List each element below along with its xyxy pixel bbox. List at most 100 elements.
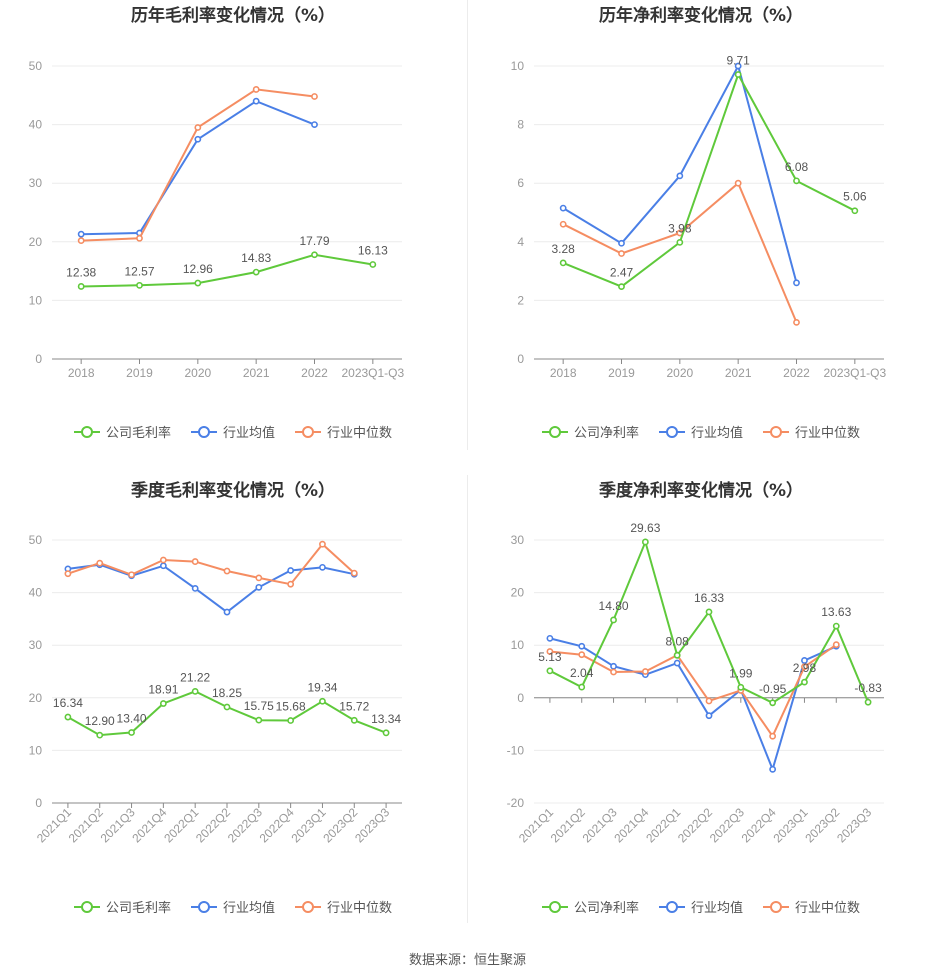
legend-marker — [549, 426, 561, 438]
legend-marker — [666, 426, 678, 438]
panel-divider — [467, 0, 468, 450]
data-point — [382, 729, 390, 737]
data-label: 12.57 — [124, 264, 154, 278]
data-label: 16.13 — [358, 243, 388, 257]
legend-item: 行业中位数 — [763, 425, 860, 440]
data-point — [255, 716, 263, 724]
legend-label: 行业中位数 — [327, 900, 392, 915]
data-point — [793, 279, 800, 287]
x-tick-label: 2023Q1-Q3 — [823, 366, 886, 380]
y-tick-label: 50 — [29, 59, 43, 73]
data-point — [618, 283, 625, 291]
series-line — [67, 563, 355, 614]
legend-marker — [666, 901, 678, 913]
legend-label: 公司净利率 — [574, 425, 639, 440]
annual-gross-margin-chart: 历年毛利率变化情况（%） 0 10 20 30 40 50 2018 2019 2020 2021 2… — [0, 0, 467, 475]
x-tick-label: 2020 — [666, 366, 693, 380]
data-point — [832, 641, 840, 649]
y-tick-label: 10 — [29, 743, 43, 757]
data-label: 6.08 — [785, 160, 809, 174]
legend-item: 公司净利率 — [542, 425, 639, 440]
data-point — [769, 765, 777, 773]
legend-marker — [770, 901, 782, 913]
data-point — [64, 570, 72, 578]
y-tick-label: 8 — [517, 118, 524, 132]
data-point — [252, 97, 260, 105]
y-tick-label: 20 — [29, 235, 43, 249]
legend-item: 公司毛利率 — [74, 900, 171, 915]
data-point — [705, 608, 713, 616]
x-tick-label: 2023Q1-Q3 — [341, 366, 404, 380]
data-point — [77, 237, 85, 245]
data-label: 13.63 — [821, 605, 851, 619]
y-tick-label: 20 — [511, 586, 525, 600]
y-tick-label: 30 — [511, 533, 525, 547]
data-label: 16.33 — [694, 591, 724, 605]
y-tick-label: 2 — [517, 293, 524, 307]
data-label: 12.90 — [85, 714, 115, 728]
y-tick-label: 20 — [29, 691, 43, 705]
x-tick-label: 2019 — [126, 366, 153, 380]
chart-svg: 历年净利率变化情况（%） 0 2 4 6 8 10 2018 2019 2020 2021 2022 2… — [511, 5, 887, 440]
data-point — [136, 281, 143, 289]
data-label: 16.34 — [53, 696, 83, 710]
legend-label: 公司毛利率 — [106, 900, 171, 915]
series-line — [549, 538, 870, 704]
data-label: 1.99 — [729, 666, 753, 680]
data-point — [618, 250, 625, 257]
data-label: 15.72 — [339, 699, 369, 713]
data-point — [223, 608, 231, 616]
data-point — [128, 571, 135, 579]
y-tick-label: -10 — [507, 743, 525, 757]
legend-marker — [549, 901, 561, 913]
data-point — [801, 657, 808, 664]
legend-item: 公司毛利率 — [74, 425, 171, 440]
data-point — [610, 616, 617, 624]
data-label: 5.06 — [843, 190, 867, 204]
legend-marker — [198, 901, 210, 913]
data-point — [559, 220, 567, 228]
legend-marker — [198, 426, 210, 438]
data-point — [319, 563, 326, 571]
data-point — [96, 731, 104, 739]
legend-marker — [81, 426, 93, 438]
data-point — [734, 179, 742, 187]
y-tick-label: 10 — [511, 59, 525, 73]
data-point — [159, 556, 167, 564]
data-point — [223, 567, 231, 575]
data-point — [287, 580, 295, 588]
x-tick-label: 2018 — [550, 366, 577, 380]
data-point — [350, 569, 358, 577]
legend-label: 公司毛利率 — [106, 425, 171, 440]
x-tick-label: 2021 — [243, 366, 270, 380]
data-point — [734, 62, 742, 70]
data-label: 2.98 — [793, 661, 817, 675]
data-point — [77, 283, 85, 290]
data-label: 29.63 — [630, 521, 660, 535]
y-tick-label: 0 — [35, 796, 42, 810]
data-point — [159, 700, 167, 707]
data-point — [801, 678, 808, 686]
data-point — [705, 697, 713, 705]
legend-label: 公司净利率 — [574, 900, 639, 915]
data-point — [851, 207, 859, 215]
data-point — [676, 172, 684, 180]
data-point — [191, 584, 199, 592]
data-point — [319, 697, 326, 705]
data-point — [793, 177, 800, 185]
legend-item: 行业均值 — [191, 425, 275, 440]
data-point — [864, 698, 872, 706]
series-line — [81, 253, 373, 288]
data-point — [737, 683, 745, 691]
chart-title: 季度毛利率变化情况（%） — [131, 480, 335, 501]
data-point — [194, 124, 202, 131]
y-tick-label: 10 — [29, 293, 43, 307]
data-label: 14.83 — [241, 251, 271, 265]
data-point — [77, 230, 85, 238]
data-point — [673, 659, 681, 667]
legend-item: 行业均值 — [659, 900, 743, 915]
data-point — [546, 667, 554, 675]
data-point — [610, 662, 617, 670]
x-tick-label: 2019 — [608, 366, 635, 380]
data-point — [546, 634, 554, 642]
